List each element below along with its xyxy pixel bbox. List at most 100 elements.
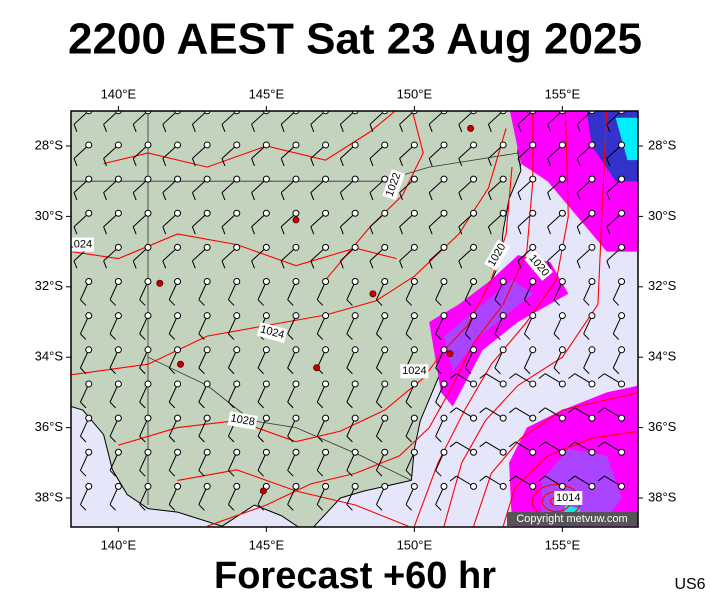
station — [114, 243, 122, 251]
city — [156, 279, 164, 287]
station — [351, 175, 359, 183]
isobar-label-bg — [71, 237, 94, 252]
lon-tick-label: 140°E — [101, 86, 137, 101]
wind-barb — [568, 407, 576, 414]
station — [174, 414, 182, 422]
station — [499, 175, 507, 183]
wind-barb — [198, 367, 205, 375]
lat-tick-label: 28°S — [35, 137, 64, 152]
wind-barb — [221, 192, 226, 201]
station — [262, 278, 270, 286]
station — [203, 141, 211, 149]
wind-barb — [597, 475, 605, 482]
station — [499, 278, 507, 286]
wind-barb — [612, 333, 620, 340]
wind-barb — [435, 401, 442, 409]
wind-barb — [287, 401, 294, 409]
station — [410, 312, 418, 320]
wind-barb — [346, 435, 353, 443]
station — [144, 175, 152, 183]
station — [618, 141, 626, 149]
wind-barb — [139, 333, 146, 340]
wind-barb — [464, 299, 472, 306]
station — [203, 482, 211, 490]
station — [558, 175, 566, 183]
station — [588, 175, 596, 183]
wind-barb — [228, 470, 235, 477]
wind-barb — [103, 192, 107, 201]
wind-barb — [251, 260, 255, 269]
rain-area — [541, 448, 622, 527]
city — [313, 364, 321, 372]
wind-barb — [168, 299, 176, 306]
wind-barb — [428, 124, 433, 132]
station — [233, 482, 241, 490]
station — [499, 312, 507, 320]
wind-barb — [310, 226, 315, 235]
station — [440, 312, 448, 320]
station — [529, 243, 537, 251]
wind-barb — [405, 299, 412, 306]
station — [174, 278, 182, 286]
wind-barb — [553, 333, 560, 340]
wind-barb — [228, 367, 235, 375]
wind-barb — [449, 373, 457, 379]
station — [114, 414, 122, 422]
lat-tick-label: 32°S — [35, 278, 64, 293]
lon-tick-label: 140°E — [101, 537, 137, 552]
station — [351, 209, 359, 217]
station — [558, 243, 566, 251]
isobar-label: 1024 — [402, 365, 426, 377]
lat-tick-label: 36°S — [648, 419, 677, 434]
station — [262, 312, 270, 320]
isobar-label-group: 1024 — [256, 322, 288, 343]
wind-barb — [198, 333, 205, 340]
wind-barb — [109, 401, 116, 409]
wind-barb — [316, 333, 324, 340]
station — [351, 448, 359, 456]
station — [292, 209, 300, 217]
wind-barb — [547, 158, 551, 167]
station — [351, 141, 359, 149]
station — [470, 278, 478, 286]
station — [410, 278, 418, 286]
wind-barb — [280, 192, 285, 201]
station — [203, 414, 211, 422]
station — [144, 448, 152, 456]
station — [381, 448, 389, 456]
wind-barb — [316, 435, 324, 443]
wind-barb — [310, 192, 315, 201]
wind-barb — [168, 470, 176, 477]
station — [233, 278, 241, 286]
station — [174, 141, 182, 149]
wind-barb — [517, 226, 522, 235]
wind-barb — [257, 470, 264, 477]
wind-barb — [538, 373, 546, 379]
wind-barb — [228, 299, 235, 306]
wind-barb — [369, 260, 374, 269]
station — [440, 141, 448, 149]
station — [85, 175, 93, 183]
station — [174, 312, 182, 320]
wind-barb — [538, 407, 546, 414]
wind-barb — [109, 470, 116, 477]
station — [440, 278, 448, 286]
station — [381, 175, 389, 183]
station — [410, 414, 418, 422]
station — [203, 448, 211, 456]
wind-barb — [228, 435, 235, 443]
station — [440, 175, 448, 183]
wind-barb — [376, 435, 383, 443]
station — [618, 175, 626, 183]
wind-barb — [257, 401, 264, 409]
copyright: Copyright metvuw.com — [516, 513, 627, 525]
wind-barb — [487, 192, 492, 201]
isobar-label: 1024 — [68, 238, 92, 250]
wind-barb — [198, 401, 205, 409]
station — [351, 346, 359, 354]
station — [114, 209, 122, 217]
station — [381, 278, 389, 286]
station — [292, 346, 300, 354]
isobar — [473, 392, 638, 527]
lon-tick-label: 150°E — [397, 86, 433, 101]
